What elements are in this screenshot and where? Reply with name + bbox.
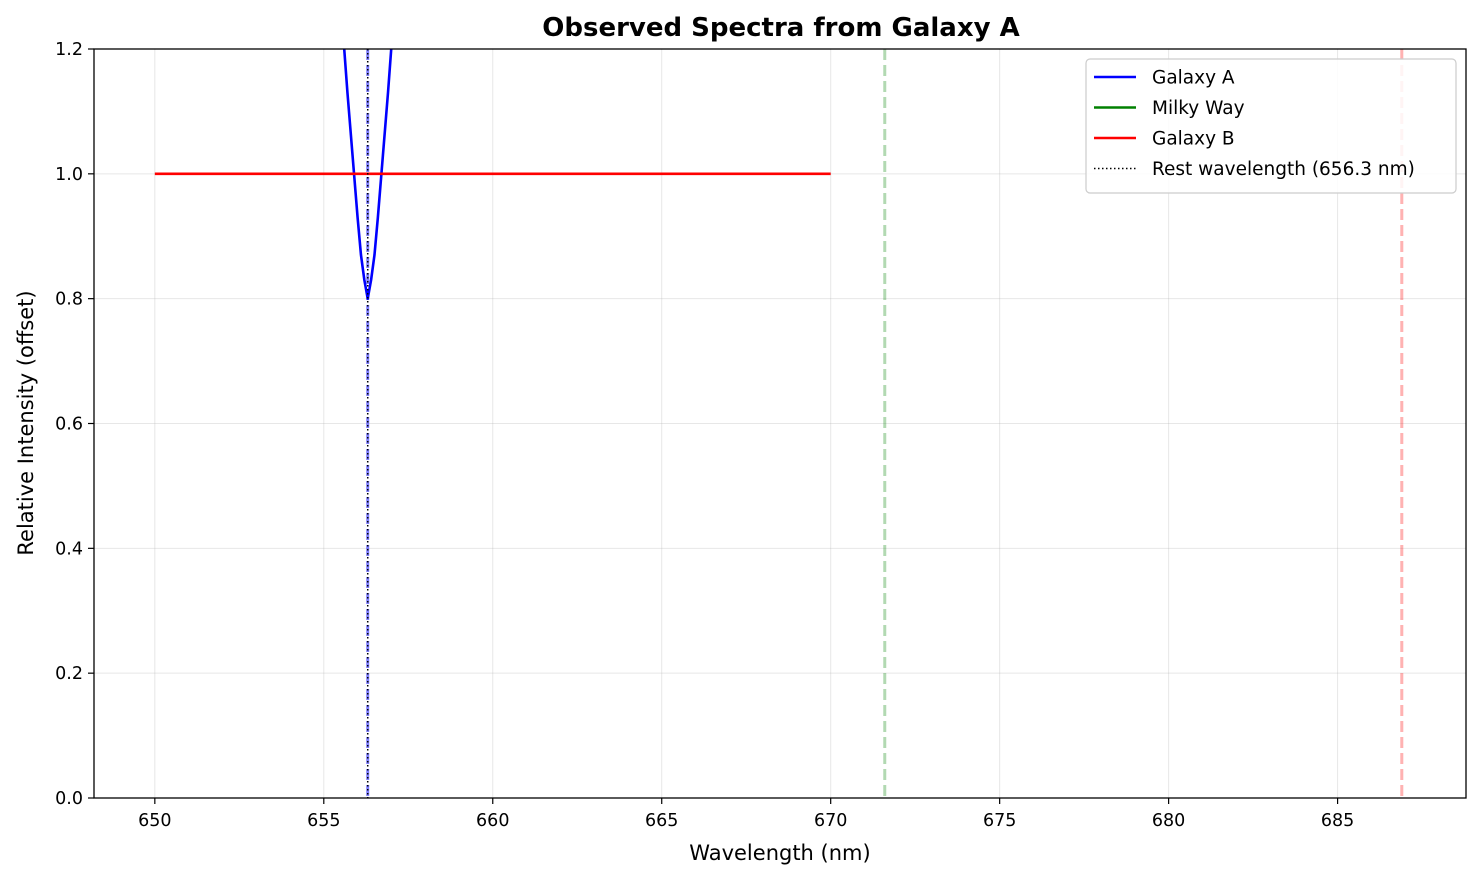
x-tick-label: 670 <box>814 811 847 831</box>
x-tick-label: 680 <box>1152 811 1185 831</box>
y-tick-label: 0.4 <box>55 539 83 559</box>
x-tick-label: 660 <box>476 811 509 831</box>
series-line <box>342 49 393 300</box>
y-tick-label: 0.8 <box>55 290 83 310</box>
ticks: 650 655 660 665 670 675 680 685 0.0 0.2 0.4 0.6 0.8 1… <box>55 40 1354 831</box>
x-tick-label: 655 <box>307 811 340 831</box>
legend: Galaxy A Milky Way Galaxy B Rest wavelength… <box>1085 58 1457 194</box>
y-axis-label: Relative Intensity (offset) <box>14 290 38 555</box>
y-tick-label: 1.2 <box>55 40 83 60</box>
x-tick-label: 665 <box>645 811 678 831</box>
legend-label: Milky Way <box>1152 98 1245 119</box>
x-axis-label: Wavelength (nm) <box>689 841 870 865</box>
x-tick-label: 675 <box>983 811 1016 831</box>
series-lines <box>154 49 831 798</box>
y-tick-label: 1.0 <box>55 165 83 185</box>
y-tick-label: 0.6 <box>55 415 83 435</box>
legend-label: Galaxy B <box>1152 129 1235 150</box>
y-tick-label: 0.2 <box>55 664 83 684</box>
legend-label: Rest wavelength (656.3 nm) <box>1152 159 1415 180</box>
x-tick-label: 685 <box>1321 811 1354 831</box>
legend-label: Galaxy A <box>1152 68 1235 89</box>
y-tick-label: 0.0 <box>55 789 83 809</box>
legend-box <box>1085 58 1457 194</box>
x-tick-label: 650 <box>138 811 171 831</box>
chart-title: Observed Spectra from Galaxy A <box>542 13 1020 43</box>
